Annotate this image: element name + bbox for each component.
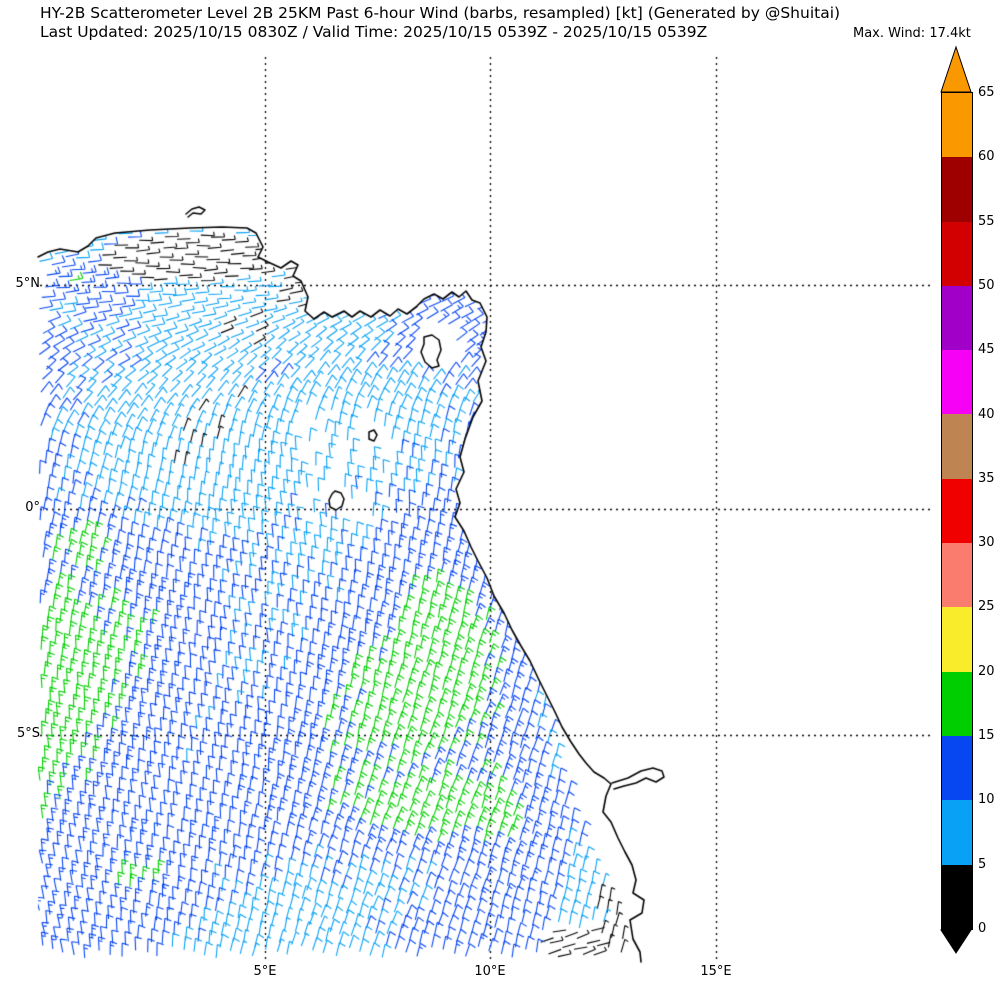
colorbar-tick-label: 45	[978, 342, 995, 358]
colorbar-segment	[942, 285, 972, 351]
colorbar-segment	[942, 800, 972, 865]
colorbar-tick-label: 40	[978, 406, 995, 422]
colorbar-segment	[942, 671, 972, 736]
colorbar-tick-label: 65	[978, 85, 995, 100]
colorbar-tick-label: 5	[978, 856, 987, 872]
colorbar-segment	[942, 864, 972, 929]
colorbar-tick-label: 50	[978, 277, 995, 293]
colorbar-segment	[942, 543, 972, 608]
colorbar-segment	[942, 414, 972, 479]
colorbar-segment	[942, 607, 972, 672]
colorbar-tick-label: 60	[978, 149, 995, 165]
lon-tick-label: 10°E	[474, 964, 506, 979]
colorbar-body	[941, 92, 973, 930]
lat-tick-label: 0°	[25, 500, 40, 515]
colorbar-tick-label: 30	[978, 535, 995, 551]
colorbar-segment	[942, 350, 972, 415]
colorbar-segment	[942, 93, 972, 158]
colorbar-segment	[942, 221, 972, 286]
colorbar-tick-label: 10	[978, 792, 995, 808]
lon-tick-label: 15°E	[700, 964, 732, 979]
colorbar-segment	[942, 157, 972, 222]
lat-tick-label: 5°N	[15, 276, 41, 291]
colorbar-tick-label: 15	[978, 728, 995, 744]
lon-tick-label: 5°E	[253, 964, 277, 979]
colorbar-tick-label: 20	[978, 663, 995, 679]
colorbar-tick-label: 25	[978, 599, 995, 615]
colorbar-tick-label: 0	[978, 921, 987, 936]
colorbar-tick-label: 35	[978, 470, 995, 486]
colorbar-segment	[942, 735, 972, 801]
colorbar-segment	[942, 478, 972, 544]
lat-tick-label: 5°S	[16, 726, 40, 741]
colorbar-tick-label: 55	[978, 213, 995, 229]
